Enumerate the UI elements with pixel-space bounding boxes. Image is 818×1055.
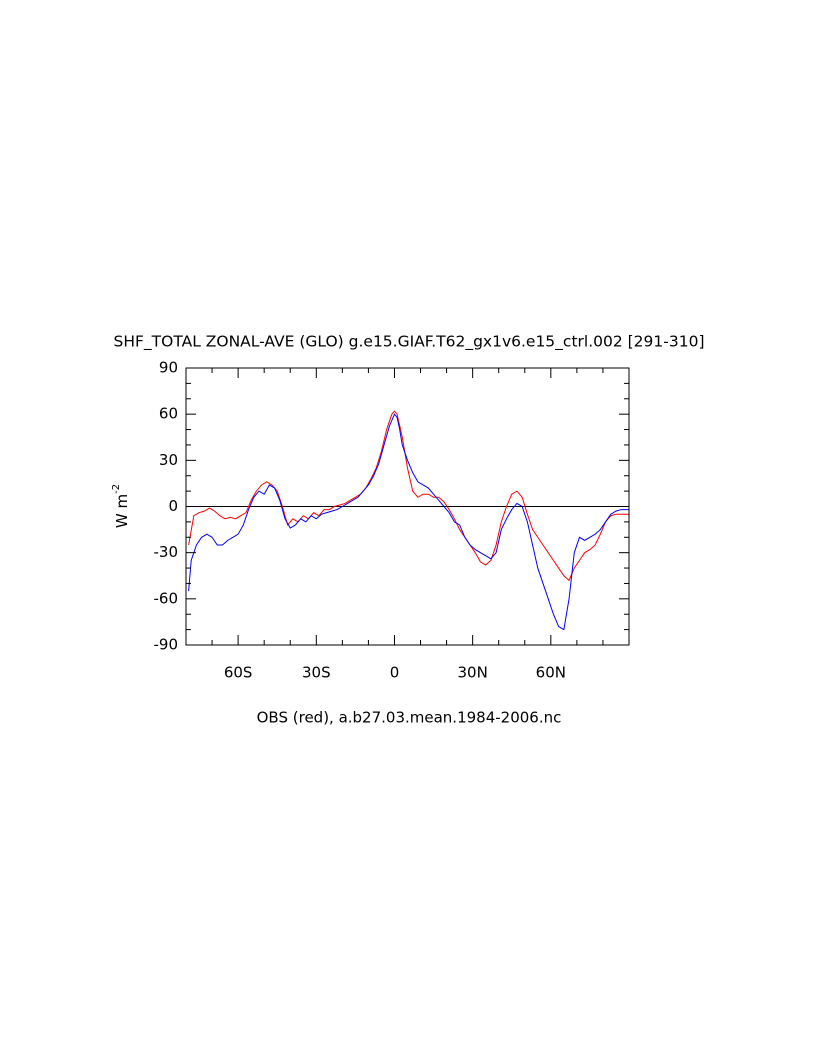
y-axis-label-superscript: -2 [111, 484, 122, 494]
y-tick-label: -30 [154, 543, 179, 561]
y-tick-label: 0 [168, 497, 178, 515]
y-axis-label: W m-2 [111, 484, 131, 528]
y-tick-label: -60 [154, 589, 179, 607]
x-axis-label: OBS (red), a.b27.03.mean.1984-2006.nc [257, 709, 562, 727]
x-tick-label: 30S [302, 664, 331, 682]
plot-area [186, 410, 629, 631]
y-tick-label: 60 [159, 405, 178, 423]
y-axis-label-text: W m [113, 494, 131, 528]
y-tick-label: 90 [159, 359, 178, 377]
x-tick-label: 30N [457, 664, 487, 682]
y-tick-label: -90 [154, 636, 179, 654]
chart-title: SHF_TOTAL ZONAL-AVE (GLO) g.e15.GIAF.T62… [114, 333, 705, 352]
y-tick-label: 30 [159, 451, 178, 469]
x-tick-label: 0 [390, 664, 400, 682]
x-tick-label: 60S [224, 664, 253, 682]
x-tick-label: 60N [536, 664, 566, 682]
series-line [188, 413, 629, 631]
